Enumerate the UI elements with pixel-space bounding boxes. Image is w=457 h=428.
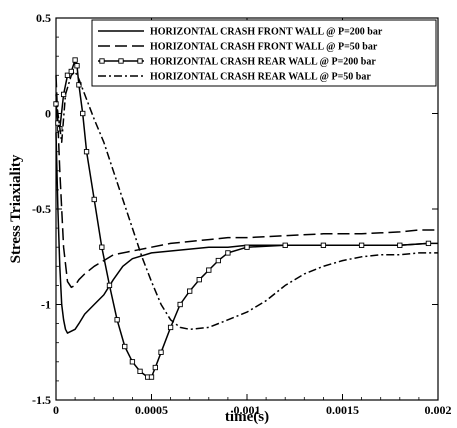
y-axis-label: Stress Triaxiality — [8, 154, 24, 263]
legend-entry-label: HORIZONTAL CRASH REAR WALL @ P=200 bar — [150, 57, 376, 68]
series-marker — [244, 244, 250, 250]
x-tick-label: 0 — [53, 403, 59, 417]
series-marker — [129, 359, 136, 365]
series-marker — [196, 277, 202, 283]
y-tick-label: -1 — [41, 298, 51, 312]
series-marker — [425, 240, 432, 247]
legend-box — [91, 19, 437, 87]
series-marker — [187, 288, 193, 294]
series-line-3 — [55, 59, 429, 378]
x-tick-label: 0.001 — [234, 403, 261, 417]
series-marker — [76, 82, 82, 88]
legend-marker — [99, 58, 105, 64]
series-marker — [358, 242, 365, 248]
series-marker — [68, 68, 74, 75]
series-marker — [72, 57, 78, 63]
series-marker — [91, 196, 97, 203]
series-marker — [167, 324, 174, 331]
series-marker — [106, 282, 113, 289]
x-tick-label: 0.002 — [425, 403, 452, 417]
series-marker — [177, 301, 183, 308]
legend-entry-label: HORIZONTAL CRASH REAR WALL @ P=50 bar — [150, 72, 371, 83]
series-marker — [397, 242, 403, 248]
series-line-2 — [55, 75, 438, 289]
series-marker — [74, 63, 80, 69]
series-marker — [64, 72, 71, 78]
x-tick-label: 0.0005 — [135, 403, 168, 417]
legend-marker — [137, 58, 143, 64]
series-marker — [158, 349, 164, 355]
series-marker — [83, 149, 90, 155]
legend: HORIZONTAL CRASH FRONT WALL @ P=200 bar H… — [91, 19, 437, 87]
legend-entry-label: HORIZONTAL CRASH FRONT WALL @ P=50 bar — [150, 42, 378, 53]
series-marker — [148, 374, 155, 380]
y-tick-label: -0.5 — [32, 202, 51, 216]
x-axis-label: time(s) — [225, 409, 269, 425]
series-marker — [80, 110, 86, 117]
y-tick-label: 0 — [45, 107, 51, 121]
series-marker — [282, 242, 288, 248]
legend-marker — [118, 58, 124, 64]
y-tick-label: 0.5 — [36, 11, 51, 25]
legend-entry-label: HORIZONTAL CRASH FRONT WALL @ P=200 bar — [150, 27, 383, 38]
series-marker — [206, 267, 212, 273]
series-marker — [152, 364, 158, 371]
series-line-4 — [55, 70, 438, 331]
series-marker — [99, 244, 105, 250]
series-marker — [114, 317, 120, 323]
x-tick-label: 0.0015 — [326, 403, 359, 417]
series-layer — [53, 57, 438, 380]
series-marker — [225, 250, 231, 256]
series-marker — [122, 343, 128, 350]
series-marker — [137, 368, 143, 374]
y-tick-label: -1.5 — [32, 393, 51, 407]
series-marker — [320, 242, 327, 248]
series-marker — [55, 120, 61, 126]
series-marker — [215, 257, 221, 264]
